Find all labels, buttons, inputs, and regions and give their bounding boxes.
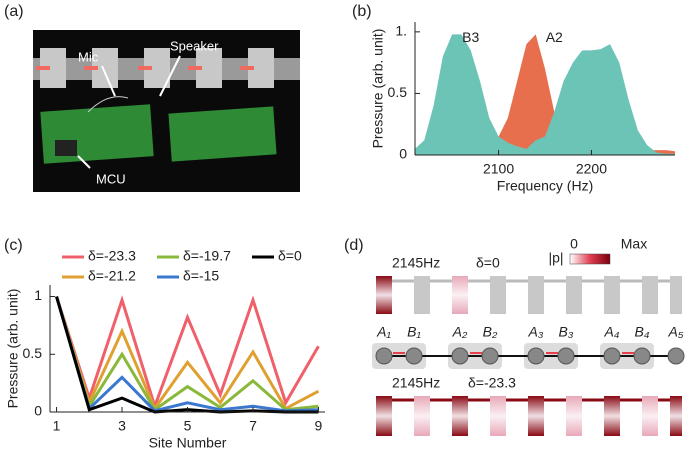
- legend-label: δ=-19.7: [183, 248, 231, 264]
- series-label: A2: [546, 29, 563, 45]
- photo: [33, 30, 300, 192]
- x-tick-label: 2200: [576, 161, 607, 177]
- colorbar-title: |p|: [548, 250, 563, 266]
- photo-label: Mic: [78, 49, 99, 64]
- detuning-label: δ=-23.3: [468, 375, 516, 391]
- y-axis-label: Pressure (arb. unit): [370, 29, 386, 149]
- legend-label: δ=0: [278, 248, 302, 264]
- frequency-label: 2145Hz: [392, 255, 440, 271]
- y-axis-label: Pressure (arb. unit): [5, 289, 21, 409]
- site-label: A₄: [604, 324, 620, 340]
- y-tick-label: 1.: [395, 23, 407, 39]
- x-tick-label: 9: [315, 418, 323, 434]
- y-tick-label: 0: [34, 403, 42, 419]
- site-label: B₃: [559, 324, 574, 340]
- legend-label: δ=-21.2: [88, 268, 136, 284]
- panel-label: (b): [352, 3, 372, 20]
- site-label: B₂: [483, 324, 498, 340]
- x-axis-label: Site Number: [149, 435, 227, 451]
- line: [55, 295, 320, 411]
- x-tick-label: 2100: [483, 161, 514, 177]
- y-tick-label: 0.5: [23, 345, 43, 361]
- panel-label: (c): [4, 237, 23, 254]
- legend-label: δ=-15: [183, 268, 219, 284]
- panel-label: (a): [4, 3, 24, 20]
- site-label: A₃: [528, 324, 544, 340]
- colorbar-min: 0: [570, 236, 578, 252]
- area: [415, 34, 675, 155]
- photo-label: MCU: [96, 171, 126, 186]
- x-tick-label: 5: [184, 418, 192, 434]
- detuning-label: δ=0: [476, 255, 500, 271]
- site-label: A₁: [376, 324, 391, 340]
- y-tick-label: 0.5: [388, 84, 408, 100]
- site-label: B₄: [635, 324, 650, 340]
- x-tick-label: 3: [118, 418, 126, 434]
- panel-label: (d): [344, 237, 364, 254]
- y-tick-label: 0: [399, 146, 407, 162]
- colorbar-max: Max: [621, 236, 647, 252]
- frequency-label: 2145Hz: [392, 375, 440, 391]
- site-label: A₂: [452, 324, 468, 340]
- area: [415, 34, 675, 155]
- line: [55, 296, 319, 412]
- series-label: B3: [462, 29, 479, 45]
- line: [55, 296, 320, 412]
- diagram: [372, 253, 685, 436]
- site-label: B₁: [407, 324, 421, 340]
- legend-label: δ=-23.3: [88, 248, 136, 264]
- line: [55, 296, 319, 413]
- site-label: A₅: [668, 324, 684, 340]
- photo-label: Speaker: [170, 38, 219, 53]
- y-tick-label: 1: [34, 287, 42, 303]
- x-tick-label: 1: [53, 418, 61, 434]
- x-axis-label: Frequency (Hz): [497, 178, 593, 194]
- x-tick-label: 7: [249, 418, 257, 434]
